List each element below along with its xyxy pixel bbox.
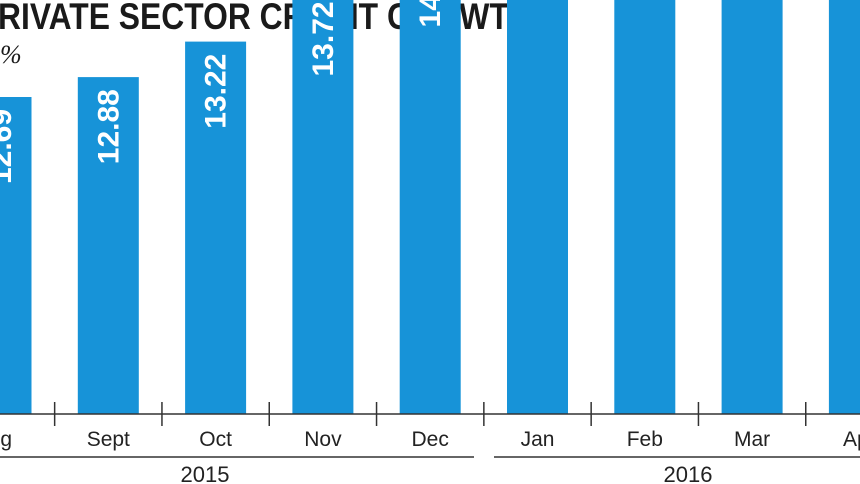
x-tick-label-jan: Jan [521,428,555,451]
x-tick-label-g: g [0,428,12,451]
x-tick-label-apr: Apr [843,428,860,451]
x-tick-label-sept: Sept [87,428,130,451]
bar-feb [614,0,676,415]
bar-jan [507,0,568,414]
unit-label: % [0,40,22,69]
x-tick-label-nov: Nov [304,428,342,451]
bar-nov [292,0,354,415]
bar-value-label: 13.72 [307,1,340,76]
bar-value-label: 13.22 [200,54,233,129]
x-axis: g Sept Oct Nov Dec Jan Feb Mar Apr 2015 2016 [0,402,860,484]
x-tick-label-dec: Dec [412,428,449,451]
bar-sept [77,77,139,414]
bar-oct [185,41,247,414]
bar-value-label: 12.69 [0,109,18,184]
bar-mar [721,0,783,415]
x-tick-label-mar: Mar [734,428,770,451]
bar-g [0,97,32,414]
bar-apr [828,0,860,414]
bars-group: 12.6912.8813.2213.7214.1914.815.1115.161… [0,0,860,415]
bar-dec [399,0,461,415]
bar-value-label: 14.19 [414,0,447,27]
x-tick-label-oct: Oct [199,428,232,451]
bar-value-label: 12.88 [92,89,125,164]
year-label-2016: 2016 [664,462,713,484]
x-tick-label-feb: Feb [627,428,663,451]
year-label-2015: 2015 [181,462,230,484]
